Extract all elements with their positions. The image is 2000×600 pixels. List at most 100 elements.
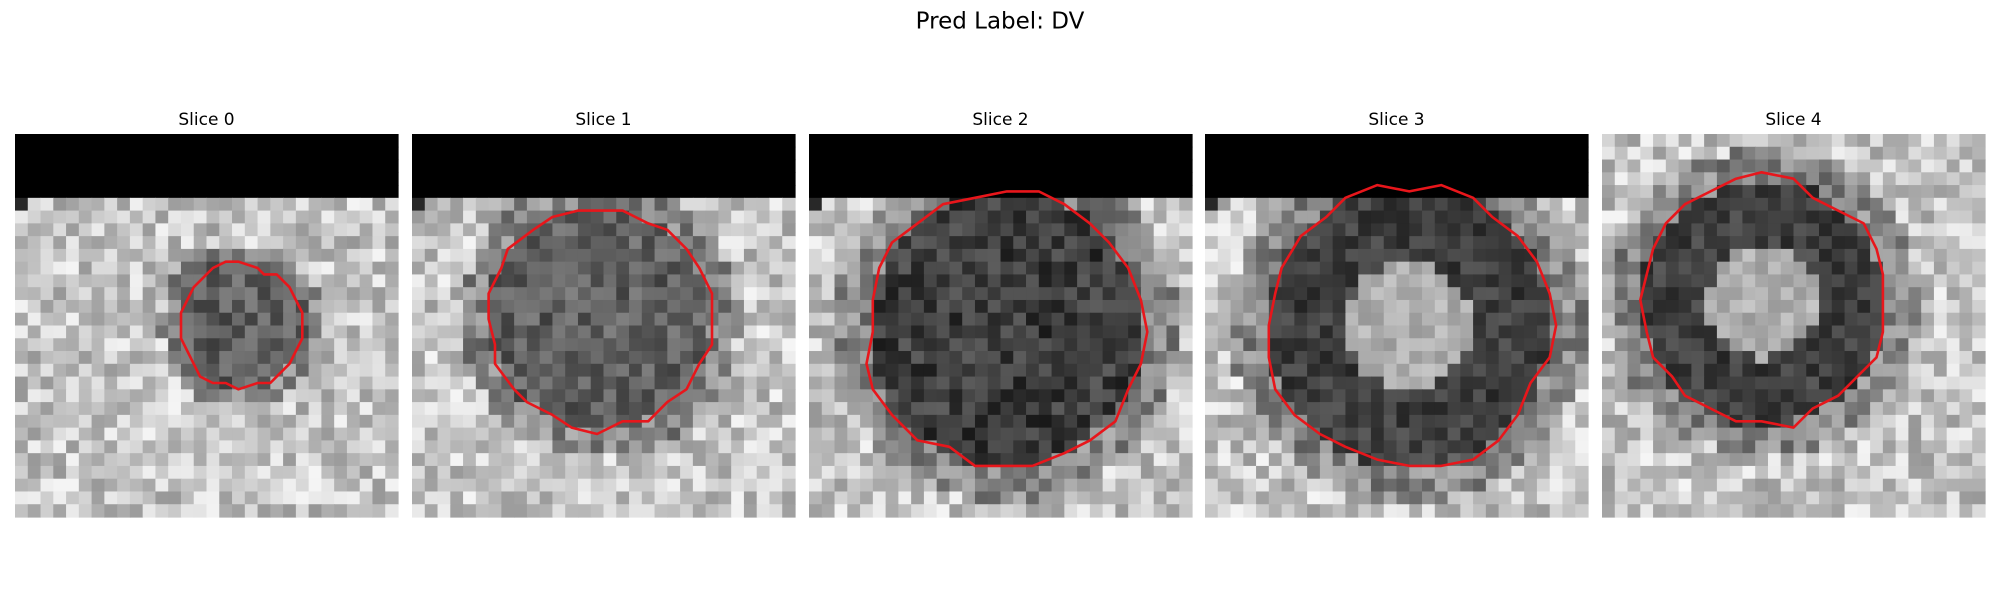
pixel — [1153, 440, 1168, 454]
pixel — [1653, 287, 1667, 301]
pixel — [1895, 376, 1909, 390]
pixel — [1447, 159, 1461, 173]
pixel — [1370, 363, 1385, 378]
pixel — [40, 504, 54, 518]
pixel — [936, 274, 951, 288]
pixel — [334, 274, 348, 288]
pixel — [450, 134, 464, 148]
pixel — [1716, 351, 1731, 365]
pixel — [590, 287, 605, 301]
pixel — [1140, 376, 1155, 390]
pixel — [769, 197, 783, 212]
pixel — [1844, 172, 1858, 186]
pixel — [180, 185, 195, 199]
pixel — [1729, 312, 1744, 327]
pixel — [1933, 402, 1948, 416]
pixel — [463, 185, 477, 199]
pixel — [1602, 274, 1616, 288]
pixel — [1064, 504, 1078, 518]
pixel — [949, 223, 963, 237]
pixel — [27, 299, 42, 314]
pixel — [66, 223, 80, 237]
pixel — [1602, 363, 1616, 378]
pixel — [1026, 376, 1040, 390]
pixel — [168, 223, 182, 237]
pixel — [629, 287, 643, 301]
pixel — [1882, 389, 1897, 403]
pixel — [1166, 325, 1180, 339]
pixel — [1166, 478, 1180, 493]
pixel — [1614, 248, 1629, 263]
pixel — [731, 236, 745, 250]
pixel — [180, 146, 195, 161]
pixel — [193, 312, 208, 327]
pixel — [1498, 465, 1512, 480]
pixel — [1704, 261, 1718, 276]
pixel — [962, 325, 976, 339]
pixel — [1755, 134, 1769, 148]
pixel — [629, 134, 643, 148]
pixel — [1345, 210, 1359, 224]
pixel — [1755, 427, 1769, 441]
pixel — [1370, 427, 1385, 441]
pixel — [641, 185, 656, 199]
pixel — [104, 465, 118, 480]
pixel — [1447, 504, 1461, 518]
pixel — [1345, 197, 1359, 212]
pixel — [257, 223, 271, 237]
pixel — [1026, 351, 1040, 365]
pixel — [1422, 159, 1436, 173]
pixel — [743, 389, 758, 403]
pixel — [155, 146, 169, 161]
pixel — [232, 146, 246, 161]
pixel — [1895, 389, 1909, 403]
pixel — [1013, 146, 1027, 161]
pixel — [565, 491, 579, 505]
pixel — [526, 338, 541, 352]
pixel — [847, 351, 861, 365]
pixel — [1153, 414, 1168, 429]
pixel — [1281, 223, 1295, 237]
pixel — [1933, 325, 1948, 339]
pixel — [936, 491, 951, 505]
pixel — [821, 248, 836, 263]
pixel — [809, 172, 823, 186]
pixel — [385, 338, 399, 352]
pixel — [27, 248, 42, 263]
pixel — [193, 287, 208, 301]
pixel — [1115, 261, 1129, 276]
pixel — [629, 465, 643, 480]
pixel — [1691, 453, 1705, 467]
pixel — [514, 146, 528, 161]
pixel — [1370, 351, 1385, 365]
pixel — [15, 402, 29, 416]
pixel — [565, 465, 579, 480]
pixel — [308, 134, 322, 148]
pixel — [974, 414, 989, 429]
pixel — [1281, 351, 1295, 365]
pixel — [1370, 172, 1385, 186]
pixel — [372, 299, 386, 314]
pixel — [552, 389, 566, 403]
pixel — [1102, 376, 1116, 390]
pixel — [885, 504, 899, 518]
pixel — [15, 389, 29, 403]
pixel — [1485, 185, 1500, 199]
pixel — [680, 274, 694, 288]
pixel — [1409, 159, 1423, 173]
pixel — [1614, 274, 1629, 288]
pixel — [731, 312, 745, 327]
pixel — [232, 325, 246, 339]
pixel — [577, 491, 592, 505]
pixel — [718, 465, 732, 480]
pixel — [565, 172, 579, 186]
pixel — [821, 325, 836, 339]
pixel — [923, 351, 938, 365]
pixel — [1844, 363, 1858, 378]
pixel — [219, 197, 233, 212]
pixel — [1767, 338, 1782, 352]
pixel — [1370, 197, 1385, 212]
pixel — [244, 478, 259, 493]
pixel — [1844, 325, 1858, 339]
pixel — [1755, 453, 1769, 467]
